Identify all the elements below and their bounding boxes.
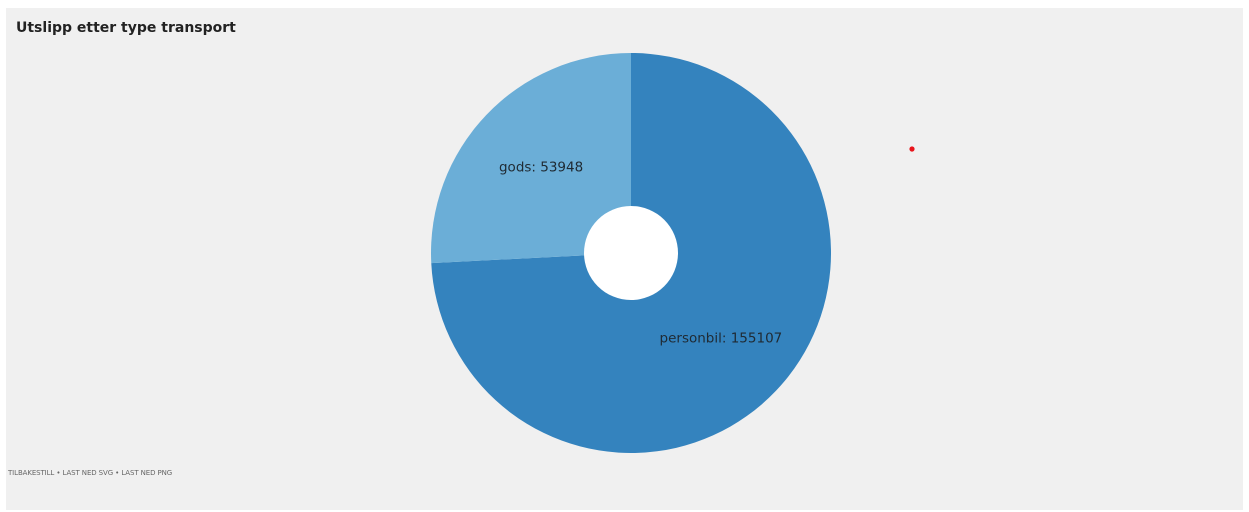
chart-actions: TILBAKESTILL • LAST NED SVG • LAST NED P…	[8, 469, 172, 477]
reset-link[interactable]: TILBAKESTILL	[8, 469, 55, 477]
slice-gods[interactable]	[431, 53, 631, 264]
red-marker-dot	[909, 146, 915, 152]
slice-label-personbil: personbil: 155107	[660, 330, 783, 346]
chart-panel: Utslipp etter type transport personbil: …	[6, 8, 1243, 510]
download-png-link[interactable]: LAST NED PNG	[121, 469, 173, 477]
slice-label-gods: gods: 53948	[499, 160, 583, 176]
separator-1: •	[54, 469, 63, 477]
separator-2: •	[113, 469, 122, 477]
download-svg-link[interactable]: LAST NED SVG	[62, 469, 114, 477]
chart-title: Utslipp etter type transport	[16, 20, 236, 36]
donut-hole	[584, 206, 678, 300]
donut-chart: personbil: 155107 gods: 53948	[431, 52, 915, 453]
